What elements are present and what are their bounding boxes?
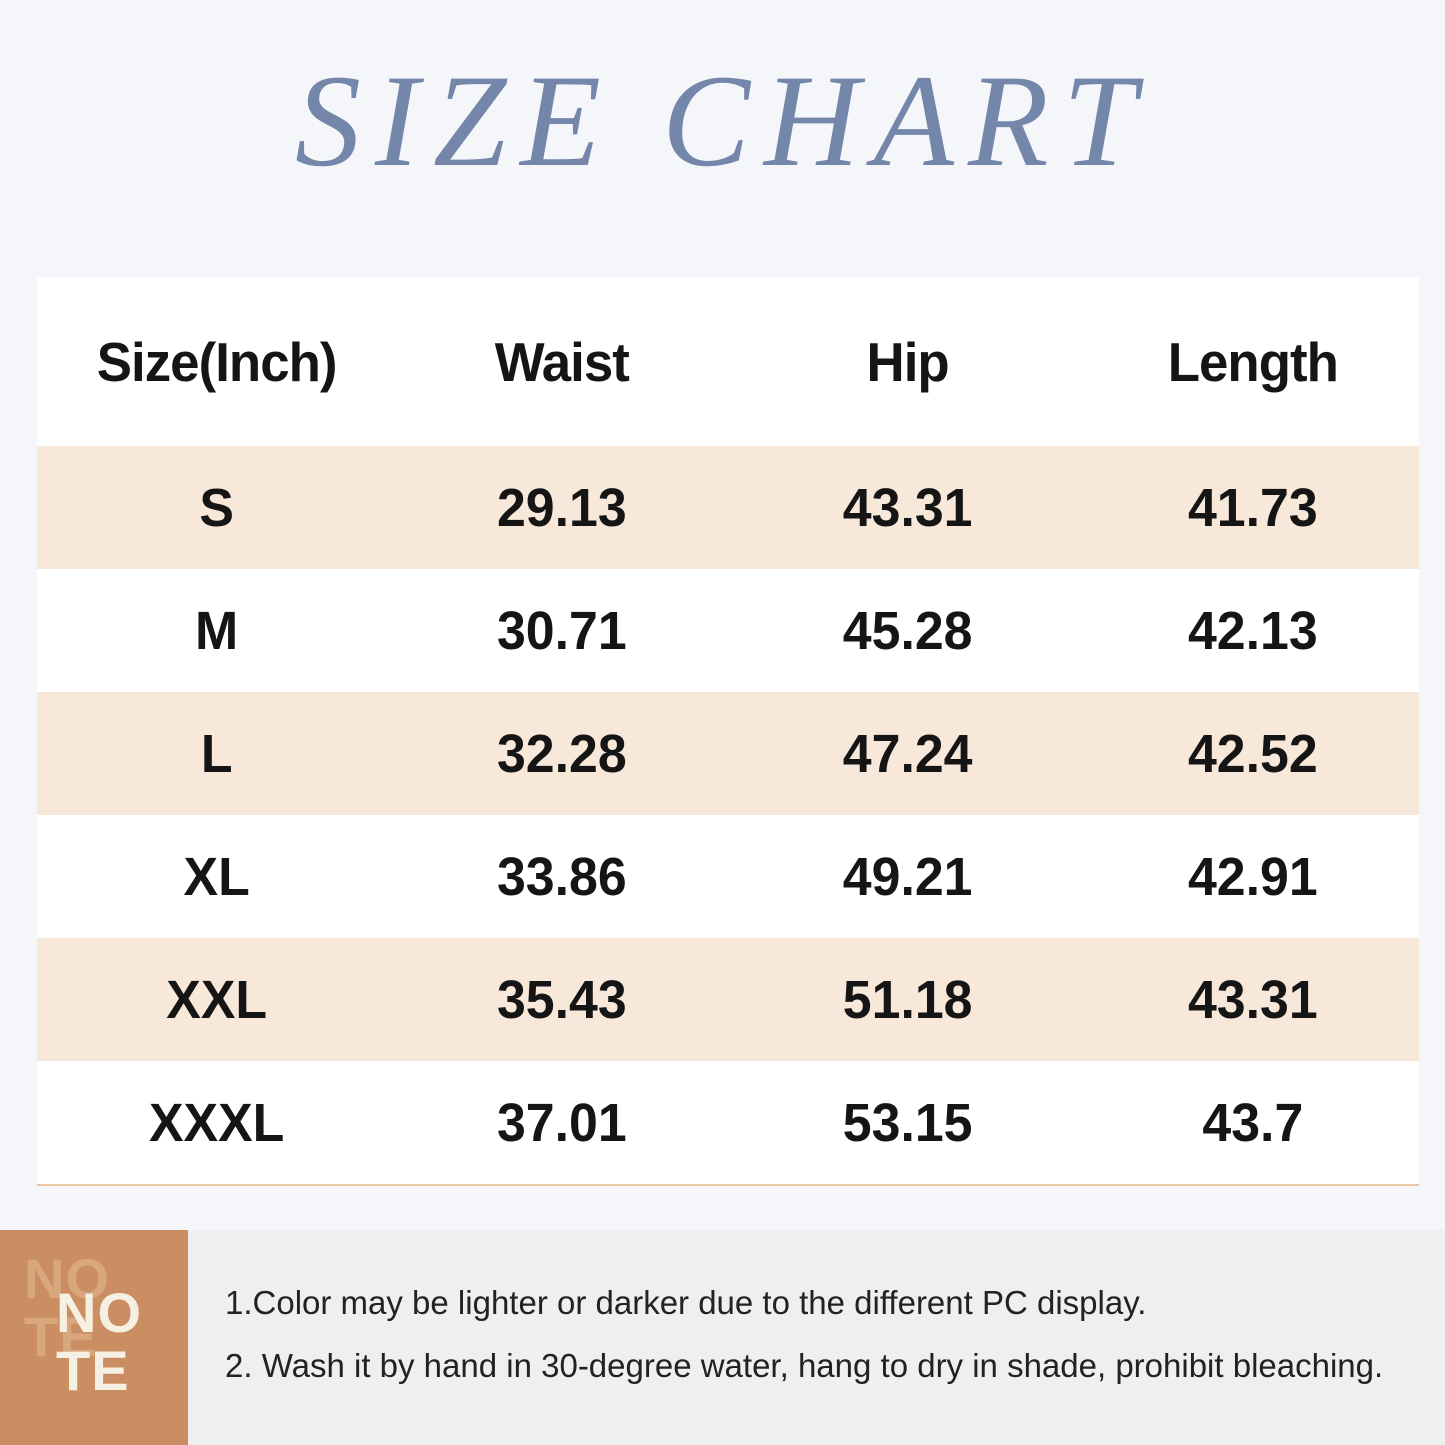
hip-value: 45.28 [842, 600, 973, 661]
size-value: S [199, 477, 234, 538]
table-row: S 29.13 43.31 41.73 [37, 446, 1419, 569]
note-badge-line1: NO [56, 1281, 142, 1344]
size-value: XXL [166, 969, 268, 1030]
table-row: M 30.71 45.28 42.13 [37, 569, 1419, 692]
note-badge: NO TE NO TE [0, 1230, 188, 1445]
length-value: 42.13 [1188, 600, 1319, 661]
column-header-waist: Waist [495, 331, 630, 393]
length-value: 43.31 [1188, 969, 1319, 1030]
hip-value: 49.21 [842, 846, 973, 907]
table-row: L 32.28 47.24 42.52 [37, 692, 1419, 815]
column-header-size: Size(Inch) [96, 331, 338, 393]
note-item-1: 1.Color may be lighter or darker due to … [225, 1284, 1147, 1321]
length-value: 41.73 [1188, 477, 1319, 538]
table-body: S 29.13 43.31 41.73 M 30.71 45.28 42.13 … [37, 446, 1419, 1184]
note-panel: 1.Color may be lighter or darker due to … [188, 1230, 1445, 1445]
table-header-row: Size(Inch) Waist Hip Length [37, 278, 1419, 446]
length-value: 42.91 [1188, 846, 1319, 907]
waist-value: 29.13 [497, 477, 628, 538]
length-value: 43.7 [1202, 1092, 1304, 1153]
column-header-hip: Hip [866, 331, 950, 393]
note-badge-ghost-text: NO TE [24, 1247, 110, 1369]
note-badge-main-text: NO TE [56, 1281, 142, 1403]
waist-value: 37.01 [497, 1092, 628, 1153]
waist-value: 33.86 [497, 846, 628, 907]
table-row: XXL 35.43 51.18 43.31 [37, 938, 1419, 1061]
size-value: XL [183, 846, 250, 907]
waist-value: 35.43 [497, 969, 628, 1030]
waist-value: 32.28 [497, 723, 628, 784]
table-row: XXXL 37.01 53.15 43.7 [37, 1061, 1419, 1184]
size-value: L [200, 723, 233, 784]
hip-value: 51.18 [842, 969, 973, 1030]
note-badge-line2: TE [56, 1339, 130, 1403]
table-row: XL 33.86 49.21 42.91 [37, 815, 1419, 938]
size-value: XXXL [148, 1092, 285, 1153]
column-header-length: Length [1168, 331, 1339, 393]
note-badge-ghost-line2: TE [24, 1305, 98, 1369]
hip-value: 53.15 [842, 1092, 973, 1153]
length-value: 42.52 [1188, 723, 1319, 784]
page-title: SIZE CHART [294, 47, 1151, 194]
hip-value: 47.24 [842, 723, 973, 784]
note-item-2: 2. Wash it by hand in 30-degree water, h… [225, 1347, 1384, 1384]
waist-value: 30.71 [497, 600, 628, 661]
hip-value: 43.31 [842, 477, 973, 538]
size-chart-table: Size(Inch) Waist Hip Length S 29.13 43.3… [37, 278, 1419, 1186]
note-badge-ghost-line1: NO [24, 1247, 110, 1310]
size-value: M [195, 600, 239, 661]
